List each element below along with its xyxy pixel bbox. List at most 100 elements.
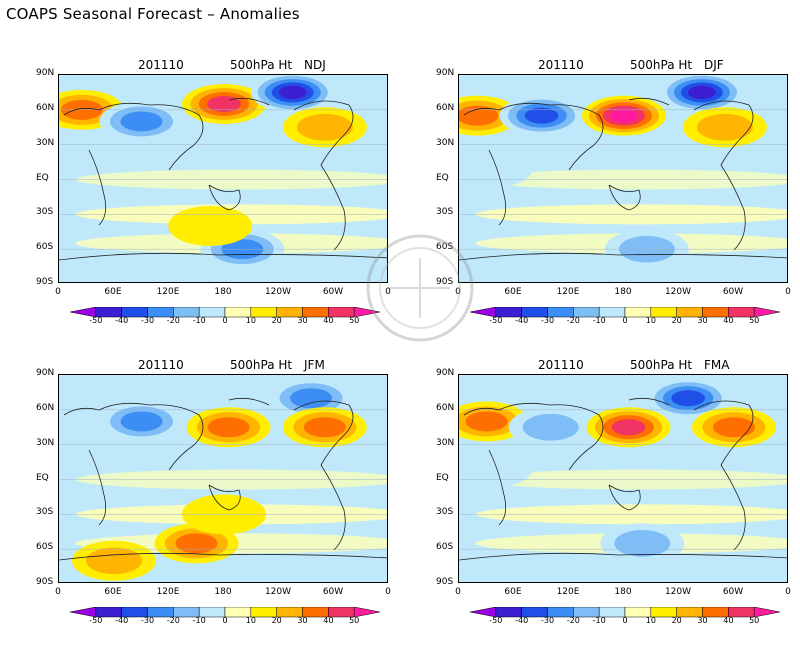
lon-tick-label: 60W (322, 587, 344, 597)
colorbar-level-label: 50 (349, 316, 360, 325)
panel-season: NDJ (304, 58, 326, 72)
lon-tick-label: 60E (104, 287, 122, 297)
colorbar-swatch (753, 306, 781, 318)
colorbar-level-label: 10 (645, 616, 656, 625)
panel-date: 201110 (538, 58, 584, 72)
coastline (459, 97, 787, 261)
lat-tick-label: 90N (36, 68, 55, 78)
anomaly-map (458, 374, 788, 583)
colorbar-level-label: -50 (489, 316, 503, 325)
lon-tick-label: 180 (614, 287, 632, 297)
lat-tick-label: 90N (436, 368, 455, 378)
anomaly-contour (465, 411, 508, 432)
lat-tick-label: EQ (36, 472, 49, 483)
lat-tick-label: 90N (36, 368, 55, 378)
colorbar-level-label: 30 (697, 616, 708, 625)
lat-tick-label: 60N (36, 402, 55, 413)
anomaly-contour (207, 96, 241, 113)
colorbar-level-label: -40 (115, 616, 129, 625)
anomaly-contour (168, 205, 253, 246)
lat-tick-label: 30N (436, 437, 455, 448)
colorbar-level-label: -30 (540, 316, 555, 325)
forecast-panel-jfm: 201110 500hPa Ht JFM 90N 60N 30N EQ 30S 60S 90S 0 6… (0, 358, 400, 658)
lat-tick-label: 90S (436, 277, 454, 287)
lon-tick-label: 120W (264, 587, 292, 597)
colorbar-level-label: 30 (297, 316, 308, 325)
lon-tick-label: 120E (556, 287, 580, 297)
colorbar: -50 -40 -30 -20 -10 0 10 20 30 40 50 (469, 604, 781, 628)
colorbar: -50 -40 -30 -20 -10 0 10 20 30 40 50 (469, 304, 781, 328)
lat-tick-label: 60S (36, 242, 54, 253)
colorbar-level-label: 20 (671, 316, 682, 325)
colorbar-level-label: 20 (271, 616, 282, 625)
colorbar-level-label: 30 (697, 316, 708, 325)
colorbar-level-label: -40 (515, 616, 529, 625)
lat-tick-label: 60S (436, 242, 454, 253)
lat-tick-label: 60S (36, 542, 54, 553)
lat-tick-label: 30S (36, 507, 54, 518)
lat-tick-label: 30N (436, 137, 455, 148)
anomaly-contour (175, 533, 218, 554)
colorbar-level-label: 40 (323, 616, 334, 625)
lon-tick-label: 0 (385, 287, 391, 297)
anomaly-contour (614, 530, 671, 557)
colorbar-level-label: -30 (140, 616, 155, 625)
anomaly-contour (522, 413, 579, 441)
colorbar-level-label: 50 (749, 316, 760, 325)
lat-tick-label: 90S (36, 577, 54, 587)
colorbar-level-label: 20 (271, 316, 282, 325)
lat-tick-label: 60S (436, 542, 454, 553)
lon-tick-label: 60W (722, 287, 744, 297)
lat-tick-label: EQ (36, 172, 49, 183)
panel-date: 201110 (138, 58, 184, 72)
colorbar-level-label: 40 (723, 616, 734, 625)
colorbar-level-label: -50 (89, 616, 103, 625)
lat-tick-label: 60N (36, 102, 55, 113)
colorbar-level-label: -10 (192, 616, 206, 625)
anomaly-contour (278, 85, 307, 100)
lon-tick-label: 0 (785, 287, 791, 297)
colorbar-level-label: -30 (540, 616, 555, 625)
colorbar-level-label: -50 (489, 616, 503, 625)
lat-tick-label: 30S (436, 207, 454, 218)
lon-tick-label: 60E (504, 587, 522, 597)
lat-tick-label: 90S (436, 577, 454, 587)
page-title: COAPS Seasonal Forecast – Anomalies (6, 5, 300, 23)
lat-tick-label: EQ (436, 172, 449, 183)
colorbar-level-label: 50 (349, 616, 360, 625)
lon-tick-label: 0 (55, 287, 61, 297)
panel-season: FMA (704, 358, 730, 372)
anomaly-contour (459, 447, 534, 488)
colorbar-level-label: 20 (671, 616, 682, 625)
anomaly-contour (120, 111, 163, 132)
anomaly-map (58, 374, 388, 583)
lon-tick-label: 180 (214, 587, 232, 597)
lat-tick-label: EQ (436, 472, 449, 483)
anomaly-contour (290, 388, 333, 409)
lon-tick-label: 0 (455, 587, 461, 597)
anomaly-contour (610, 108, 638, 123)
anomaly-contour (86, 547, 142, 575)
lat-tick-label: 60N (436, 102, 455, 113)
colorbar-level-label: 0 (222, 316, 228, 325)
colorbar-level-label: 0 (222, 616, 228, 625)
colorbar-level-label: 40 (323, 316, 334, 325)
anomaly-map (458, 74, 788, 283)
lon-tick-label: 120E (156, 287, 180, 297)
lon-tick-label: 0 (785, 587, 791, 597)
lat-tick-label: 30N (36, 137, 55, 148)
lon-tick-label: 60W (722, 587, 744, 597)
colorbar-level-label: -20 (566, 616, 580, 625)
colorbar-level-label: 10 (645, 316, 656, 325)
colorbar-level-label: -10 (592, 616, 606, 625)
colorbar-level-label: -20 (166, 316, 180, 325)
colorbar-level-label: 0 (622, 316, 628, 325)
colorbar-level-label: -40 (515, 316, 529, 325)
anomaly-contour (687, 85, 716, 100)
lon-tick-label: 120W (664, 287, 692, 297)
lat-tick-label: 30S (36, 207, 54, 218)
panel-variable: 500hPa Ht (230, 58, 293, 72)
anomaly-contour (120, 411, 163, 432)
coastline (59, 97, 387, 261)
lon-tick-label: 0 (55, 587, 61, 597)
